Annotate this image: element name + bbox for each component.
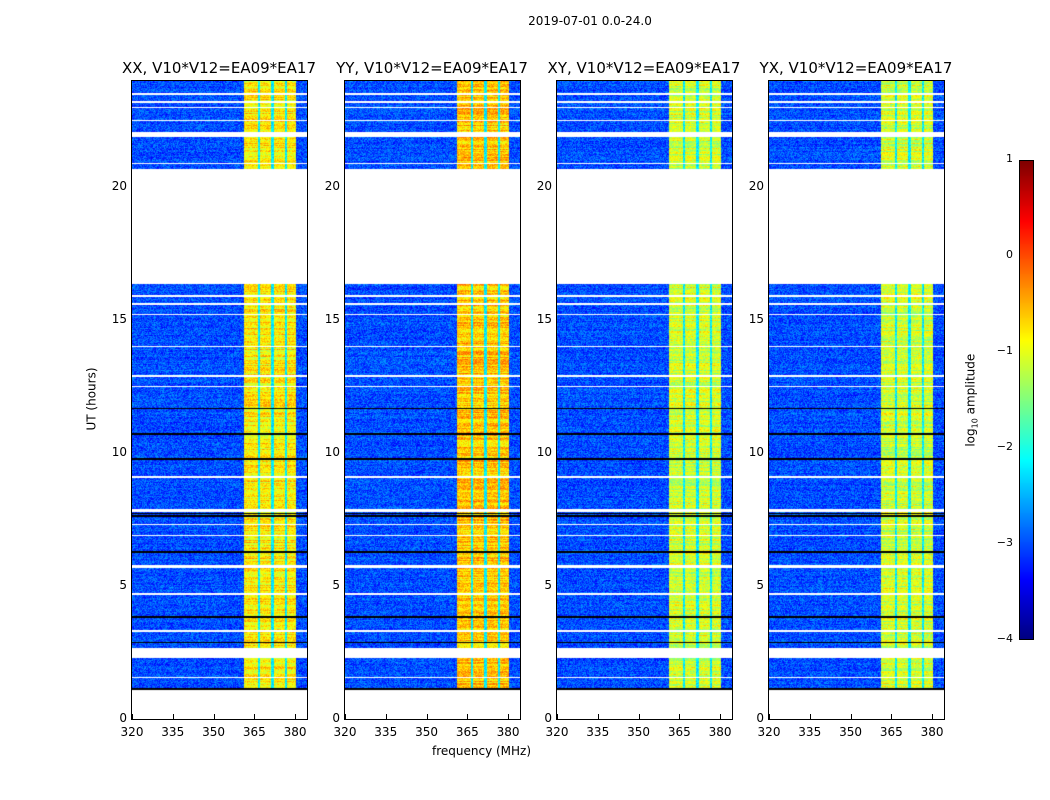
y-tick-label: 15 <box>324 312 340 327</box>
x-tick-label: 335 <box>374 725 398 739</box>
colorbar-tick-label: −2 <box>996 440 1013 453</box>
x-tick-label: 350 <box>202 725 225 739</box>
spectrogram-image <box>769 81 944 719</box>
x-tick-mark <box>891 714 893 719</box>
y-axis-label: UT (hours) <box>84 367 99 431</box>
x-tick-mark <box>809 714 811 719</box>
panel-title: XY, V10*V12=EA09*EA17 <box>547 59 741 77</box>
x-tick-label: 380 <box>496 725 520 739</box>
colorbar-tick-label: 0 <box>1006 248 1013 261</box>
x-tick-mark <box>426 714 428 719</box>
x-tick-label: 380 <box>920 725 944 739</box>
spectrogram-image <box>557 81 732 719</box>
y-tick-label: 0 <box>119 711 127 725</box>
x-tick-label: 380 <box>708 725 732 739</box>
y-tick-label: 5 <box>756 578 764 593</box>
x-tick-mark <box>213 714 215 719</box>
x-tick-label: 320 <box>120 725 144 739</box>
spectrogram-panel-0 <box>131 80 308 720</box>
y-tick-label: 0 <box>756 711 764 725</box>
x-tick-mark <box>597 714 599 719</box>
x-tick-label: 335 <box>586 725 610 739</box>
x-tick-label: 350 <box>627 725 650 739</box>
x-tick-mark <box>508 714 510 719</box>
x-tick-label: 365 <box>667 725 691 739</box>
y-tick-label: 15 <box>748 312 764 327</box>
y-tick-label: 15 <box>111 312 127 327</box>
x-tick-label: 365 <box>242 725 266 739</box>
panel-title: YX, V10*V12=EA09*EA17 <box>759 59 953 77</box>
x-tick-label: 380 <box>283 725 307 739</box>
spectrogram-panel-3 <box>768 80 945 720</box>
spectrogram-image <box>345 81 520 719</box>
colorbar-label: log10 amplitude <box>963 353 980 447</box>
x-tick-mark <box>254 714 256 719</box>
x-tick-mark <box>638 714 640 719</box>
x-tick-mark <box>769 714 770 719</box>
y-tick-label: 10 <box>748 445 764 460</box>
x-tick-label: 335 <box>161 725 185 739</box>
y-tick-label: 5 <box>332 578 340 593</box>
y-tick-label: 20 <box>536 179 552 194</box>
colorbar <box>1019 160 1034 640</box>
y-tick-label: 15 <box>536 312 552 327</box>
x-tick-label: 365 <box>879 725 903 739</box>
y-tick-label: 10 <box>536 445 552 460</box>
colorbar-tick-label: −4 <box>996 632 1013 645</box>
x-tick-mark <box>467 714 469 719</box>
x-tick-mark <box>172 714 174 719</box>
x-tick-mark <box>932 714 934 719</box>
y-tick-label: 0 <box>332 711 340 725</box>
y-tick-label: 20 <box>111 179 127 194</box>
x-tick-mark <box>557 714 558 719</box>
x-tick-label: 320 <box>333 725 357 739</box>
x-tick-label: 350 <box>415 725 438 739</box>
x-axis-label: frequency (MHz) <box>432 744 532 758</box>
x-tick-label: 350 <box>839 725 862 739</box>
x-tick-label: 320 <box>545 725 569 739</box>
x-tick-mark <box>679 714 681 719</box>
spectrogram-image <box>132 81 307 719</box>
x-tick-mark <box>345 714 346 719</box>
x-tick-label: 320 <box>757 725 781 739</box>
colorbar-tick-label: −1 <box>996 344 1013 357</box>
x-tick-mark <box>295 714 297 719</box>
y-tick-label: 20 <box>324 179 340 194</box>
x-tick-mark <box>720 714 722 719</box>
x-tick-label: 335 <box>798 725 822 739</box>
spectrogram-panel-2 <box>556 80 733 720</box>
x-tick-mark <box>850 714 852 719</box>
panel-title: XX, V10*V12=EA09*EA17 <box>121 59 316 77</box>
y-tick-label: 20 <box>748 179 764 194</box>
y-tick-label: 10 <box>324 445 340 460</box>
y-tick-label: 5 <box>119 578 127 593</box>
y-tick-label: 5 <box>544 578 552 593</box>
figure-title: 2019-07-01 0.0-24.0 <box>528 14 652 28</box>
y-tick-label: 10 <box>111 445 127 460</box>
x-tick-mark <box>385 714 387 719</box>
colorbar-tick-label: −3 <box>996 536 1013 549</box>
spectrogram-panel-1 <box>344 80 521 720</box>
x-tick-mark <box>132 714 133 719</box>
colorbar-tick-label: 1 <box>1006 152 1013 165</box>
x-tick-label: 365 <box>455 725 479 739</box>
y-tick-label: 0 <box>544 711 552 725</box>
panel-title: YY, V10*V12=EA09*EA17 <box>336 59 528 77</box>
